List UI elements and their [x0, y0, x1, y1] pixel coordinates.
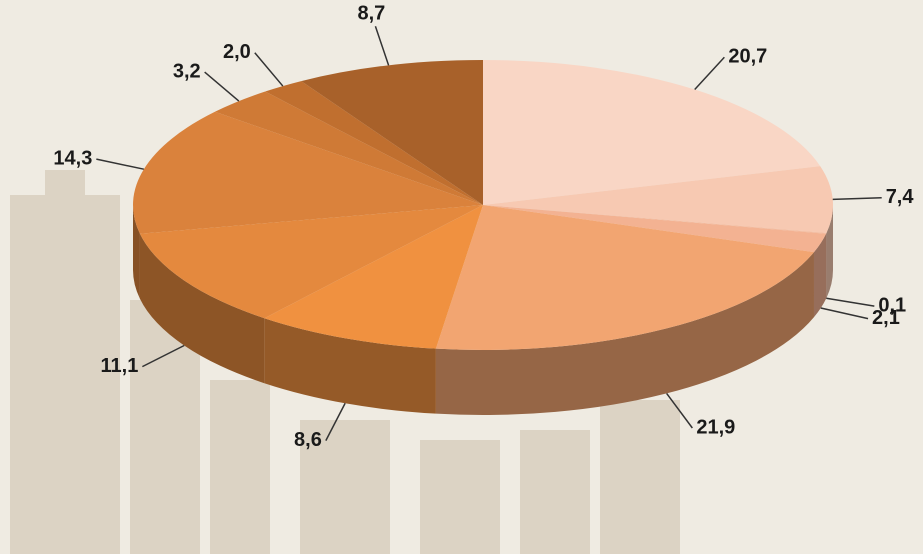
data-label: 11,1	[101, 355, 139, 377]
leader-line	[826, 297, 875, 307]
slice-side	[139, 233, 265, 384]
leader-line	[820, 307, 869, 320]
data-label: 8,6	[294, 429, 322, 451]
slice	[483, 205, 827, 253]
data-label: 0,1	[878, 294, 906, 316]
data-label: 21,9	[696, 416, 735, 438]
pie-sides	[133, 205, 833, 415]
leader-line	[694, 56, 725, 91]
data-label: 2,1	[872, 307, 900, 329]
slice-side	[826, 205, 833, 298]
labels: 20,7 7,4 0,12,1 21,9 8,6 11,1 14,3 3,2 2,0 8,7	[53, 3, 914, 451]
data-label: 7,4	[886, 186, 915, 208]
leader-line	[374, 26, 390, 66]
slice	[435, 205, 814, 350]
slice	[483, 205, 827, 234]
slice-side	[435, 252, 814, 415]
slice	[139, 205, 483, 319]
slice	[483, 166, 833, 233]
slice	[265, 81, 483, 205]
leader-line	[254, 52, 284, 87]
data-label: 2,0	[223, 41, 251, 63]
leader-line	[832, 196, 882, 201]
slice	[133, 111, 483, 234]
leader-line	[204, 71, 240, 102]
data-label: 20,7	[728, 45, 767, 67]
leader-line	[96, 158, 144, 170]
slice-side	[264, 318, 436, 414]
data-label: 3,2	[173, 60, 201, 82]
slice	[301, 60, 483, 205]
slice	[264, 205, 483, 349]
slice-side	[133, 205, 140, 299]
data-label: 14,3	[53, 147, 92, 169]
slice	[214, 91, 483, 205]
leader-line	[142, 344, 185, 368]
pie-tops	[133, 60, 833, 350]
leader-line	[666, 392, 693, 429]
data-label: 8,7	[357, 3, 385, 25]
slice	[483, 60, 821, 205]
leader-line	[325, 402, 346, 441]
slice-side	[813, 233, 827, 318]
